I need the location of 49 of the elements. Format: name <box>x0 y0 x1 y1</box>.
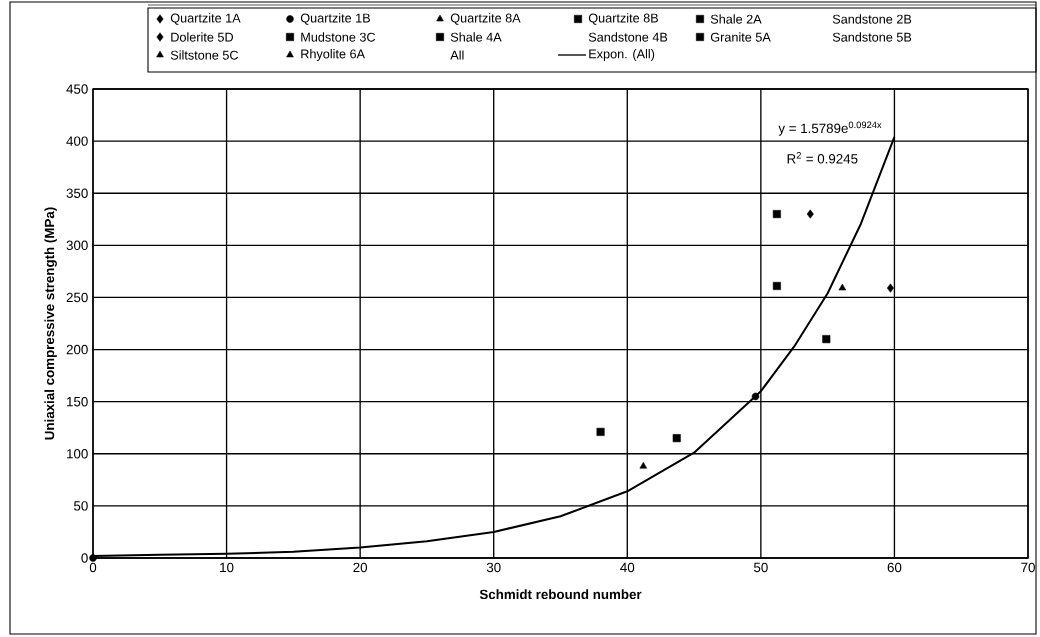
y-tick-label: 150 <box>67 396 88 407</box>
annotation: y = 1.5789e$^{0.0924x}$ <box>778 121 882 136</box>
x-tick-label: 50 <box>753 562 768 573</box>
point <box>772 281 781 290</box>
y-tick-label: 300 <box>66 240 88 251</box>
legend-label: Dolerite 5D <box>171 32 234 42</box>
annotation: R$^{2}$ = 0.9245 <box>787 152 858 164</box>
x-tick-label: 60 <box>887 562 902 573</box>
y-tick-label: 100 <box>67 449 88 459</box>
legend-label: Rhyolite 6A <box>301 49 365 61</box>
x-tick-label: 40 <box>620 562 635 573</box>
legend-label: Quartzite 1B <box>300 13 370 25</box>
y-tick-label: 350 <box>66 188 88 198</box>
point <box>886 283 894 293</box>
x-tick-label: 70 <box>1021 562 1035 573</box>
text: All <box>450 50 464 60</box>
legend-label: Shale 2A <box>710 14 762 24</box>
legend-label: Quartzite 8B <box>588 13 658 25</box>
y-tick-label: 400 <box>66 136 88 146</box>
y-tick-label: 50 <box>74 501 88 511</box>
legend-label: Quartzite 8A <box>450 13 521 25</box>
legend-label: Expon. (All) <box>589 49 655 61</box>
x-tick-label: 10 <box>220 562 234 573</box>
y-tick-label: 0 <box>81 553 88 563</box>
x-axis-title: Schmidt rebound number <box>479 589 642 600</box>
y-tick-label: 250 <box>66 292 88 303</box>
y-tick-label: 200 <box>66 344 88 355</box>
point <box>89 554 97 562</box>
point <box>822 335 831 344</box>
point <box>838 283 847 291</box>
point <box>639 462 648 469</box>
point <box>751 392 760 401</box>
x-tick-label: 30 <box>486 562 501 573</box>
x-tick-label: 20 <box>353 562 368 573</box>
text: Sandstone 5B <box>832 32 912 42</box>
point <box>672 434 681 443</box>
x-tick-label: 0 <box>89 562 97 573</box>
point <box>596 427 605 436</box>
legend-label: Granite 5A <box>710 32 771 42</box>
legend-label: Siltstone 5C <box>170 50 239 60</box>
y-tick-label: 450 <box>66 84 88 94</box>
point <box>806 209 814 219</box>
text: Sandstone 4B <box>588 32 668 42</box>
legend-label: Shale 4A <box>450 32 502 42</box>
y-axis-title: Uniaxial compressive strength (MPa) <box>44 207 57 440</box>
legend-label: Mudstone 3C <box>301 32 376 42</box>
point <box>772 210 781 219</box>
legend-label: Quartzite 1A <box>170 13 241 25</box>
text: Sandstone 2B <box>832 14 912 24</box>
